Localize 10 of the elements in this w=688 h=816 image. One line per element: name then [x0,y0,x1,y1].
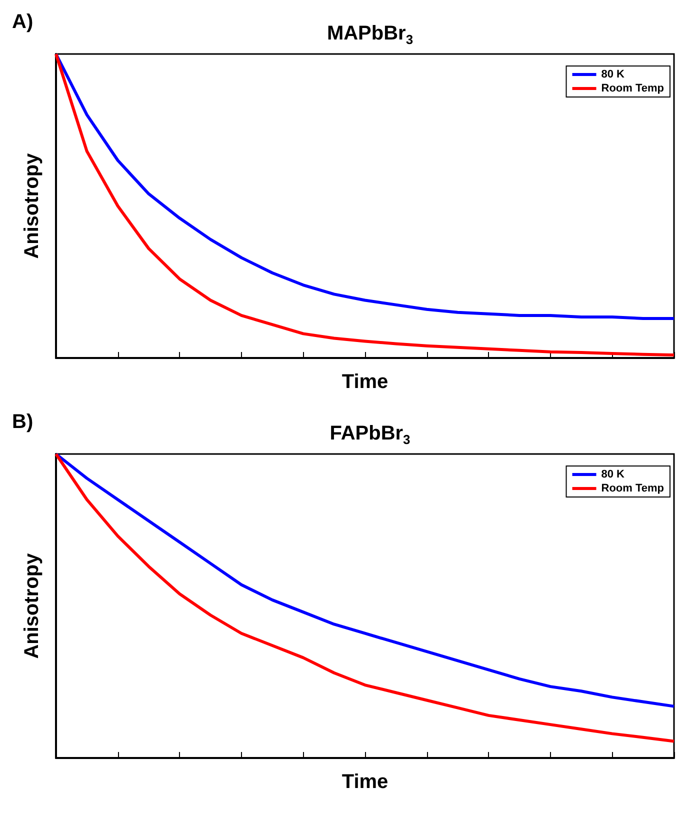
text: B) [12,411,34,433]
y-axis-title: Anisotropy [21,552,43,659]
text: A) [12,11,34,33]
legend-label: 80 K [601,68,625,80]
x-axis-title: Time [342,371,388,393]
legend-label: Room Temp [601,482,664,494]
legend-label: Room Temp [601,82,664,94]
legend-label: 80 K [601,468,625,480]
y-axis-title: Anisotropy [21,152,43,259]
x-axis-title: Time [342,771,388,793]
